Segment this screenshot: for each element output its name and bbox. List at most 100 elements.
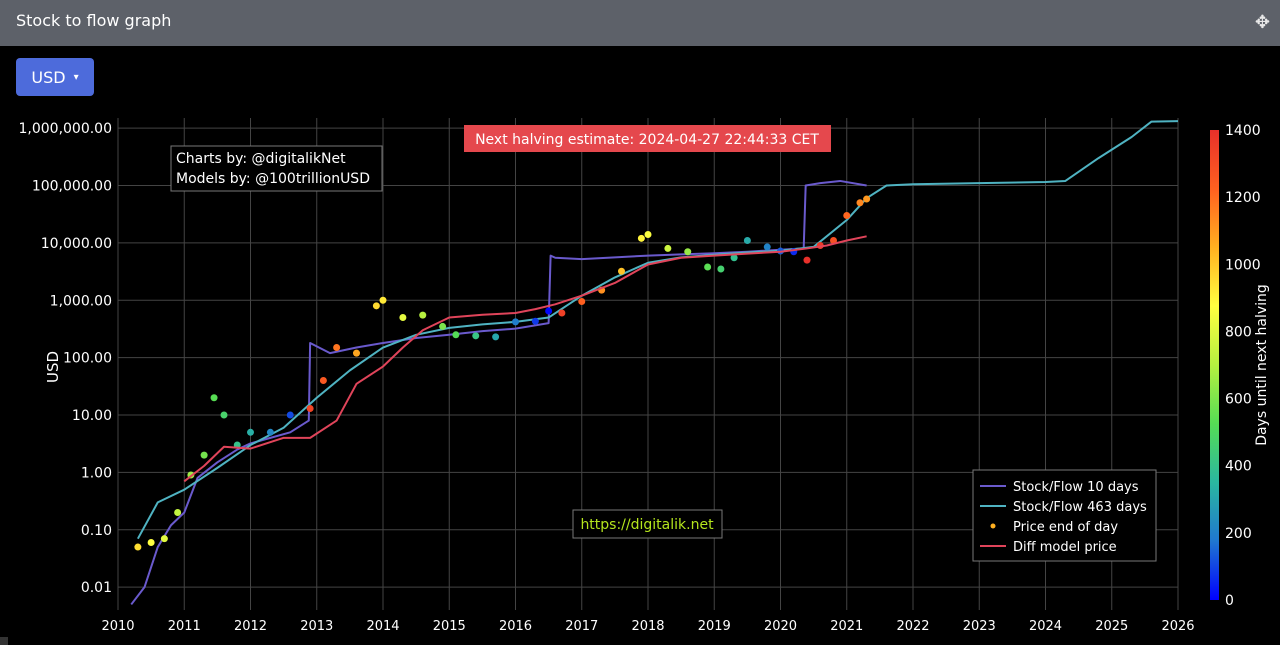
x-tick-label: 2022 (896, 619, 929, 634)
price-point (353, 349, 360, 357)
colorbar-tick-label: 400 (1225, 459, 1252, 475)
move-icon[interactable]: ✥ (1254, 12, 1270, 33)
price-point (247, 428, 254, 436)
chevron-down-icon: ▾ (73, 71, 79, 83)
price-point (684, 248, 692, 256)
series-line-0 (130, 179, 867, 606)
x-tick-label: 2012 (234, 619, 267, 634)
series-line-1 (136, 120, 1178, 540)
x-tick-label: 2016 (499, 619, 532, 634)
x-axis-ticks: 2010 2011 2012 2013 2014 2015 2016 2017 2018 2019… (101, 619, 1194, 634)
x-tick-label: 2011 (168, 619, 201, 634)
y-tick-label: 1.00 (81, 465, 112, 481)
site-box: https://digitalik.net (572, 509, 723, 539)
y-tick-label: 100,000.00 (32, 178, 112, 194)
colorbar-tick-label: 200 (1225, 526, 1252, 542)
x-tick-label: 2025 (1095, 619, 1128, 634)
y-axis-ticks: 0.01 0.10 1.00 10.00 100.00 1,000.00 10,000.00… (18, 121, 112, 596)
price-point (220, 411, 228, 419)
price-point (160, 535, 168, 543)
price-point (419, 311, 427, 319)
price-point (664, 244, 672, 252)
price-point (379, 296, 387, 304)
price-point (200, 451, 208, 459)
chart-legend: Stock/Flow 10 days Stock/Flow 463 days P… (972, 469, 1157, 562)
x-tick-label: 2019 (698, 619, 731, 634)
price-point (743, 236, 751, 244)
y-tick-label: 0.10 (81, 523, 112, 539)
colorbar-tick-label: 600 (1225, 392, 1252, 408)
corner-marker (0, 637, 8, 645)
x-tick-label: 2015 (433, 619, 466, 634)
colorbar-tick-label: 0 (1225, 593, 1234, 609)
price-point (830, 236, 837, 244)
credits-box: Charts by: @digitalikNet Models by: @100… (170, 145, 383, 192)
title-bar: Stock to flow graph ✥ (0, 0, 1280, 46)
price-point (512, 318, 519, 326)
price-point (531, 317, 539, 325)
colorbar-gradient (1210, 130, 1219, 600)
price-point (863, 195, 871, 203)
currency-label: USD (31, 67, 66, 87)
x-tick-label: 2023 (963, 619, 996, 634)
halving-estimate-text: Next halving estimate: 2024-04-27 22:44:… (475, 132, 819, 148)
y-tick-label: 1,000.00 (50, 293, 112, 309)
x-tick-label: 2026 (1161, 619, 1194, 634)
legend-label-diff[interactable]: Diff model price (1013, 540, 1117, 555)
y-tick-label: 1,000,000.00 (18, 121, 112, 137)
price-point (266, 428, 274, 436)
colorbar-tick-label: 1200 (1225, 190, 1261, 206)
legend-label-sf10[interactable]: Stock/Flow 10 days (1013, 480, 1139, 495)
series-line-3 (183, 235, 867, 483)
price-point (492, 333, 500, 341)
x-tick-label: 2024 (1029, 619, 1062, 634)
price-point (452, 331, 460, 339)
panel-title: Stock to flow graph (16, 11, 172, 30)
price-point (637, 234, 645, 242)
x-tick-label: 2010 (101, 619, 134, 634)
price-point (730, 254, 738, 262)
price-point (644, 230, 652, 238)
legend-label-sf463[interactable]: Stock/Flow 463 days (1013, 500, 1147, 515)
y-tick-label: 10,000.00 (41, 236, 112, 252)
colorbar-ticks: 0 200 400 600 800 1000 1200 1400 (1225, 123, 1261, 609)
currency-dropdown-button[interactable]: USD ▾ (16, 58, 94, 96)
colorbar-tick-label: 1000 (1225, 257, 1261, 273)
y-tick-label: 100.00 (63, 351, 112, 367)
y-tick-label: 10.00 (72, 408, 112, 424)
price-point (134, 543, 142, 551)
price-point (306, 404, 314, 412)
price-point (319, 376, 327, 384)
price-point (704, 263, 712, 271)
colorbar-tick-label: 800 (1225, 324, 1252, 340)
models-by-text: Models by: @100trillionUSD (176, 171, 370, 187)
site-link[interactable]: https://digitalik.net (580, 517, 714, 533)
price-point (286, 411, 294, 419)
legend-label-price[interactable]: Price end of day (1013, 520, 1118, 535)
price-point (558, 309, 566, 317)
price-point (147, 539, 155, 547)
y-tick-label: 0.01 (81, 580, 112, 596)
price-point (545, 307, 553, 315)
legend-swatch-price (990, 523, 996, 529)
price-point (210, 394, 218, 402)
x-tick-label: 2017 (565, 619, 598, 634)
price-point (472, 332, 480, 340)
price-point (856, 199, 864, 207)
price-point (618, 267, 625, 275)
price-point (803, 256, 811, 264)
colorbar-tick-label: 1400 (1225, 123, 1261, 139)
price-point (763, 243, 771, 251)
colorbar-title: Days until next halving (1254, 284, 1270, 446)
price-point (333, 344, 341, 352)
price-point (578, 298, 586, 306)
price-point (439, 322, 447, 330)
series-layer (130, 120, 1178, 606)
halving-estimate-box: Next halving estimate: 2024-04-27 22:44:… (464, 125, 831, 152)
x-tick-label: 2020 (764, 619, 797, 634)
x-tick-label: 2014 (366, 619, 399, 634)
colorbar: 0 200 400 600 800 1000 1200 1400 Days until nex… (1210, 123, 1270, 609)
price-point (843, 211, 851, 219)
price-point (174, 509, 182, 517)
